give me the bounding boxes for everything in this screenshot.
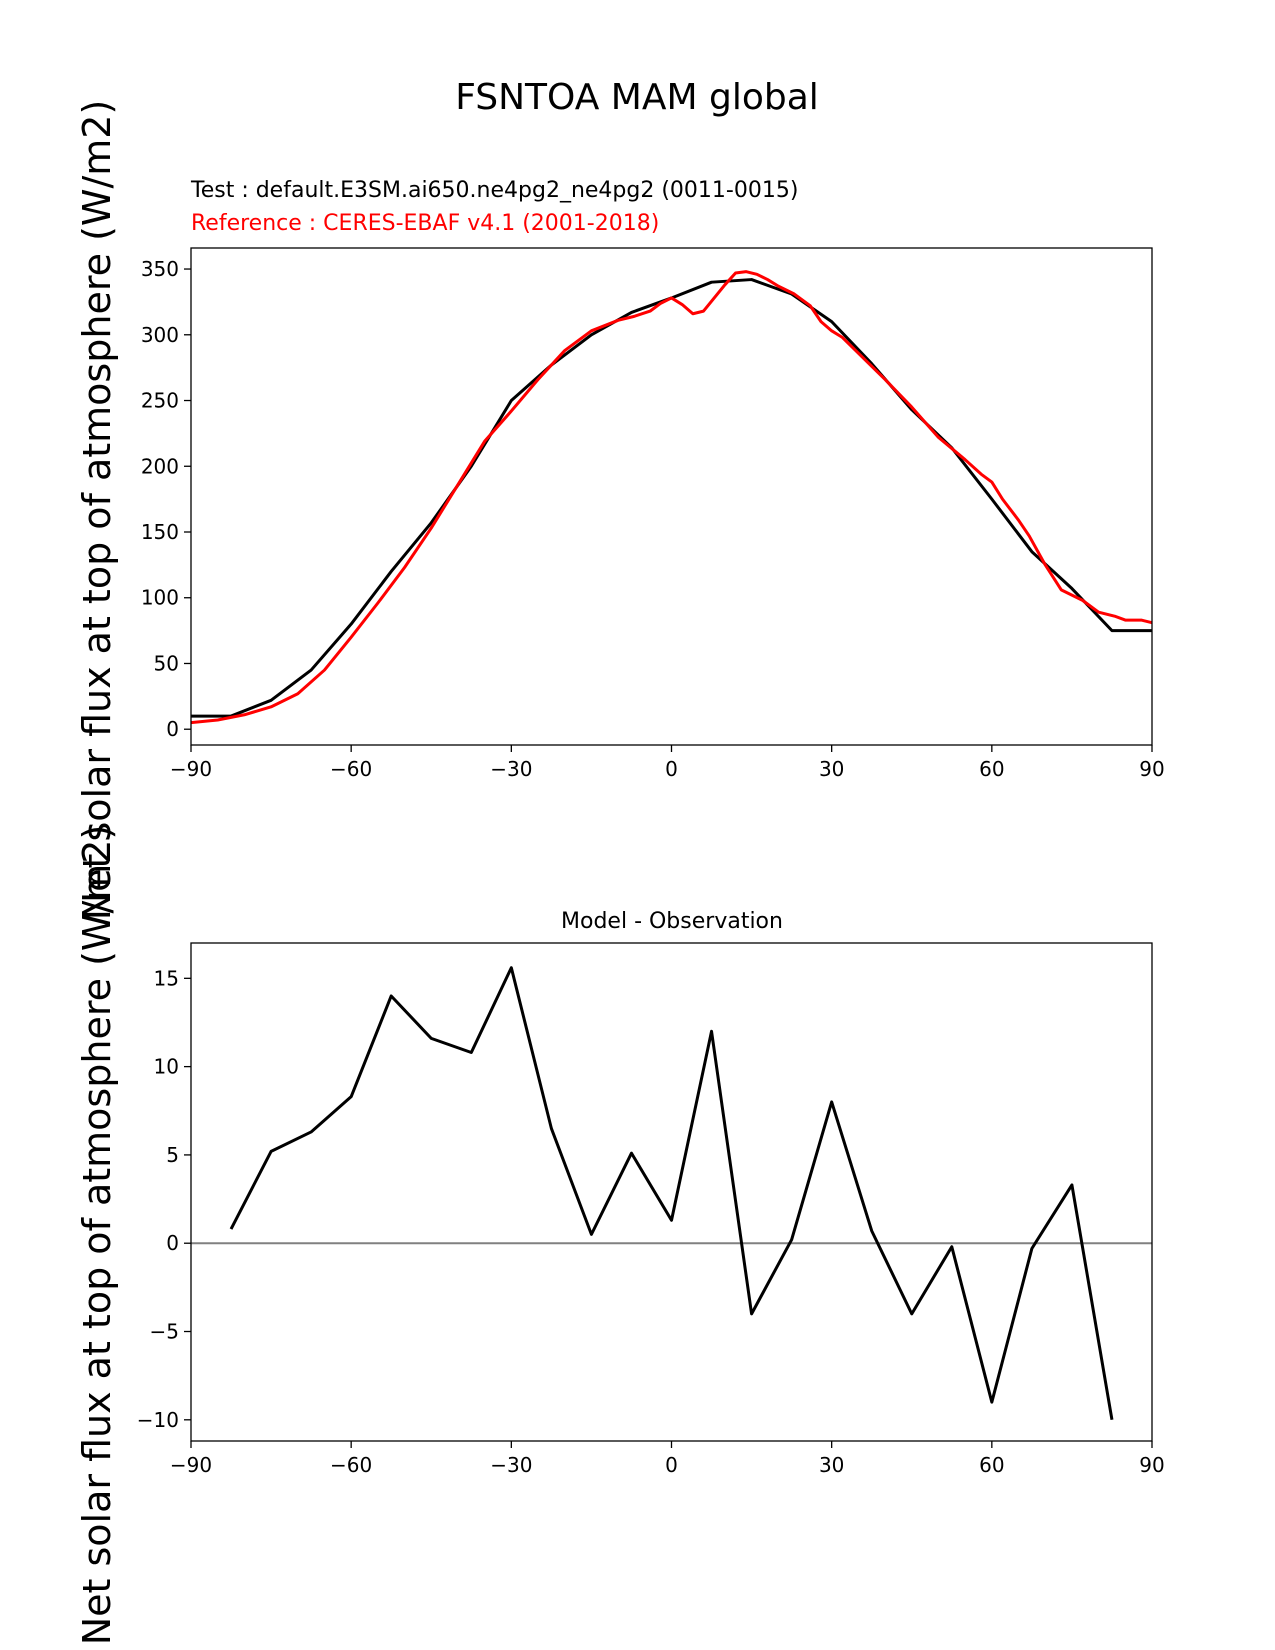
x-tick-label: −30 [490,1453,532,1477]
reference-series-line [190,270,1153,725]
x-tick-label: −60 [330,1453,372,1477]
test-label: Test : default.E3SM.ai650.ne4pg2_ne4pg2 … [190,178,798,203]
y-tick-label: 0 [166,717,179,741]
y-tick-label: 15 [154,966,179,990]
bottom-y-axis-label: Net solar flux at top of atmosphere (W/m… [75,825,119,1646]
top-panel: Test : default.E3SM.ai650.ne4pg2_ne4pg2 … [75,100,1165,921]
bottom-panel: Model - Observation −90 −60 −30 0 30 60 90−10−… [75,825,1165,1646]
bottom-panel-title: Model - Observation [561,909,783,934]
y-tick-label: −5 [150,1320,179,1344]
test-series-line [191,278,1152,718]
top-plot-area: −90 −60 −30 0 30 60 90 0 50 100 150 200 250 300 350 [141,247,1165,781]
x-tick-label: 60 [979,1453,1004,1477]
bottom-plot-area: −90 −60 −30 0 30 60 90 −10 −5 0 5 10 15 [137,942,1165,1477]
x-tick-label: −90 [170,1453,212,1477]
x-tick-label: −30 [490,757,532,781]
x-tick-label: 90 [1139,757,1164,781]
plot-frame [190,247,1153,746]
y-tick-label: 5 [166,1143,179,1167]
x-tick-label: 30 [819,757,844,781]
figure-title: FSNTOA MAM global [455,77,819,118]
x-tick-label: 0 [665,757,678,781]
y-tick-label: 50 [154,651,179,675]
x-tick-label: −60 [330,757,372,781]
x-tick-label: −90 [170,757,212,781]
y-tick-label: −10 [137,1408,179,1432]
x-tick-label: 30 [819,1453,844,1477]
difference-series-line [229,966,1114,1421]
reference-label: Reference : CERES-EBAF v4.1 (2001-2018) [191,211,659,236]
y-tick-label: 0 [166,1231,179,1255]
y-tick-label: 250 [141,389,179,413]
y-tick-label: 300 [141,323,179,347]
y-tick-label: 200 [141,454,179,478]
y-tick-label: 10 [154,1055,179,1079]
x-tick-label: 60 [979,757,1004,781]
plot-frame [190,942,1153,1442]
y-tick-label: 150 [141,520,179,544]
y-tick-label: 100 [141,586,179,610]
x-tick-label: 0 [665,1453,678,1477]
x-tick-label: 90 [1139,1453,1164,1477]
top-y-axis-label: Net solar flux at top of atmosphere (W/m… [75,100,119,921]
y-tick-label: 350 [141,257,179,281]
